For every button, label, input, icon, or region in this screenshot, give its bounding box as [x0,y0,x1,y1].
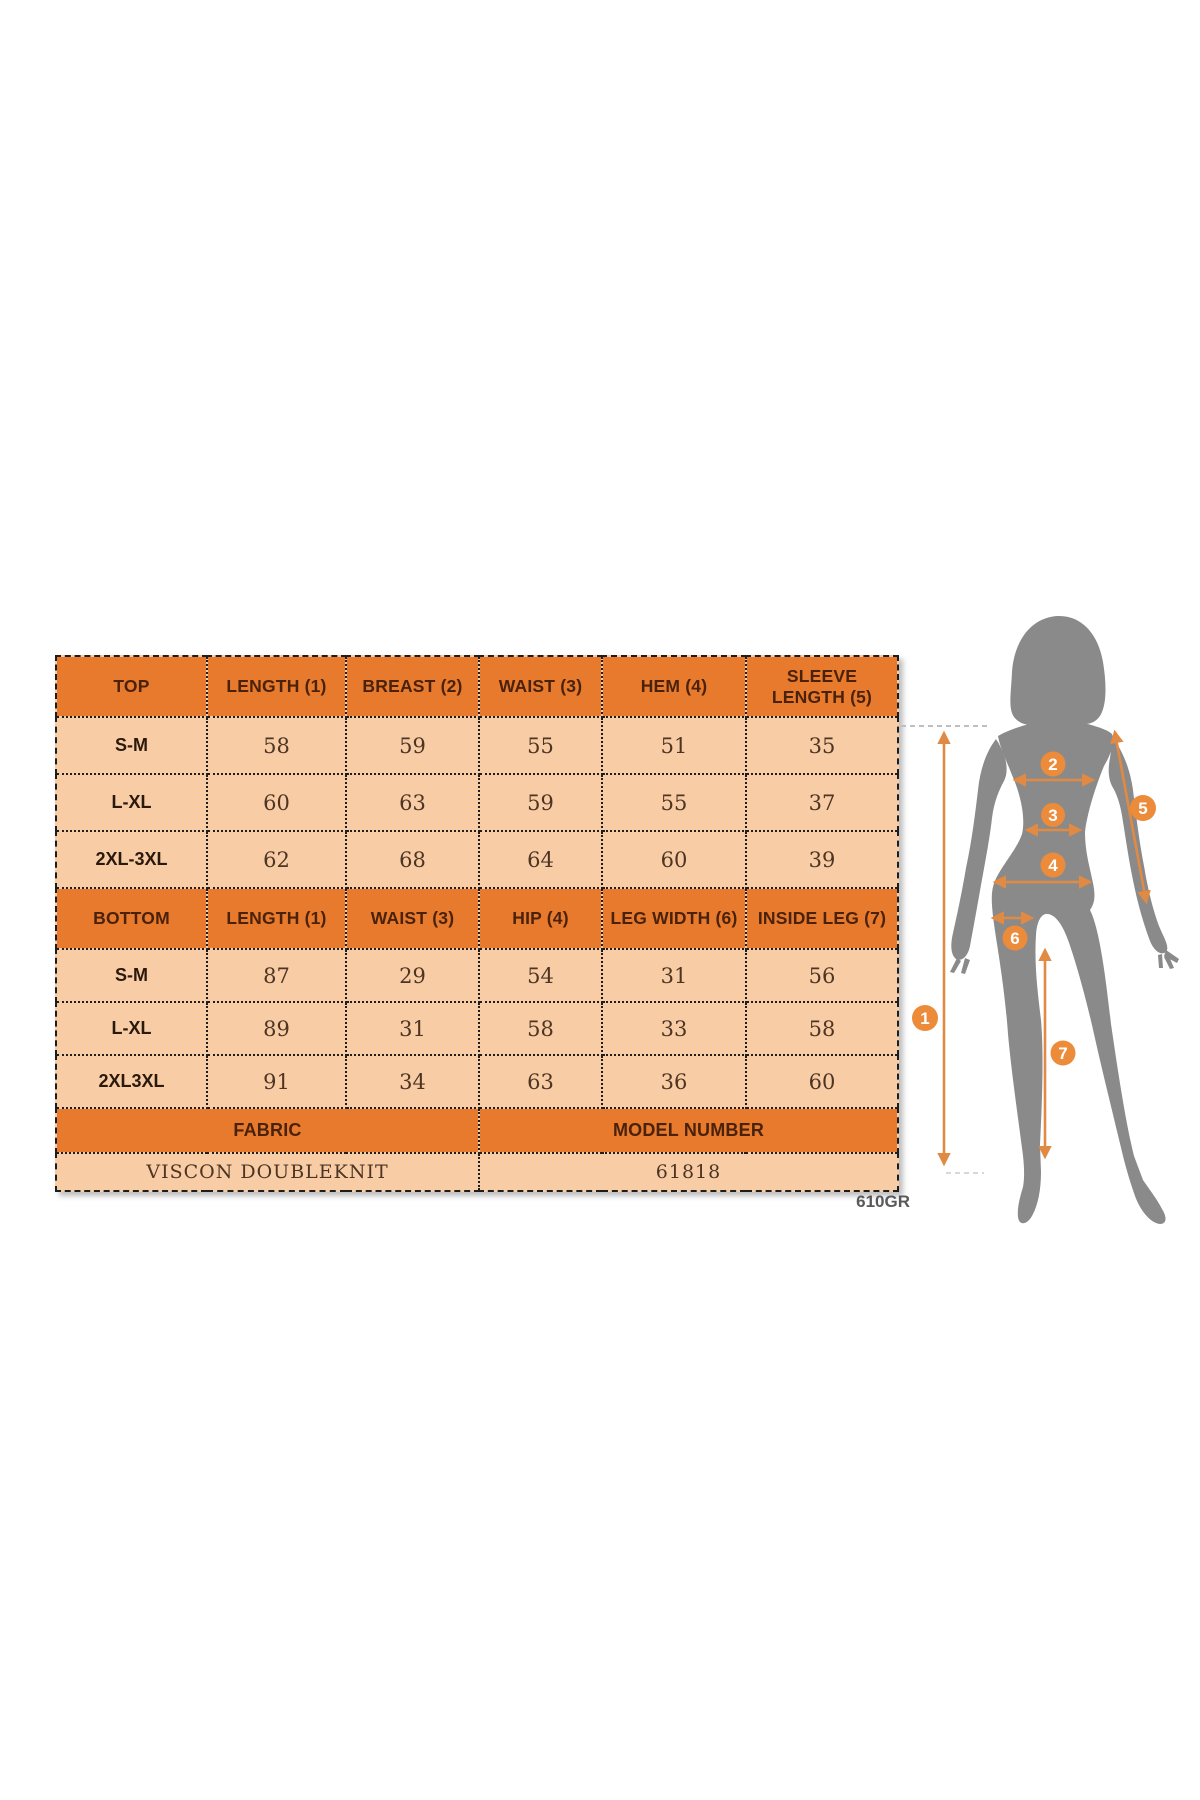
col-header-hip: HIP (4) [478,887,603,950]
size-label: 2XL-3XL [55,830,208,889]
measure-value: 62 [206,830,347,889]
measure-value: 68 [345,830,480,889]
table-row: L-XL 89 31 58 33 58 [55,1001,899,1056]
size-label: L-XL [55,1001,208,1056]
col-header-hem: HEM (4) [601,655,747,718]
table-row: S-M 87 29 54 31 56 [55,948,899,1003]
measurement-figure: 1 2 3 4 5 6 7 [880,600,1200,1260]
measure-value: 55 [601,773,747,832]
marker-5-circle [1130,795,1156,821]
marker-4-number: 4 [1048,856,1058,875]
marker-2-circle [1040,751,1066,777]
measure-value: 64 [478,830,603,889]
marker-6-circle [1002,925,1028,951]
measure-value: 89 [206,1001,347,1056]
col-header-waist: WAIST (3) [478,655,603,718]
size-label: S-M [55,716,208,775]
model-number-value: 61818 [478,1152,899,1192]
marker-4-circle [1040,852,1066,878]
measure-value: 54 [478,948,603,1003]
measure-value: 58 [206,716,347,775]
measure-value: 60 [206,773,347,832]
measure-value: 37 [745,773,899,832]
measure-value: 55 [478,716,603,775]
size-table: TOP LENGTH (1) BREAST (2) WAIST (3) HEM … [55,655,899,1192]
measure-value: 31 [601,948,747,1003]
marker-7-number: 7 [1058,1044,1067,1063]
fabric-model-header-row: FABRIC MODEL NUMBER [55,1107,899,1154]
col-header-length: LENGTH (1) [206,887,347,950]
table-row: 2XL3XL 91 34 63 36 60 [55,1054,899,1109]
col-header-sleeve-length: SLEEVE LENGTH (5) [745,655,899,718]
marker-5-number: 5 [1138,799,1147,818]
col-header-length: LENGTH (1) [206,655,347,718]
top-section-title: TOP [55,655,208,718]
measure-value: 51 [601,716,747,775]
marker-2-number: 2 [1048,755,1057,774]
silhouette-right-hand-fingers [1158,950,1179,969]
measure-value: 63 [345,773,480,832]
measure-value: 31 [345,1001,480,1056]
measure-value: 59 [345,716,480,775]
measure-value: 60 [745,1054,899,1109]
size-label: L-XL [55,773,208,832]
silhouette-head [1010,615,1106,726]
bottom-section-title: BOTTOM [55,887,208,950]
measure-value: 36 [601,1054,747,1109]
col-header-inside-leg: INSIDE LEG (7) [745,887,899,950]
measure-value: 35 [745,716,899,775]
table-row: L-XL 60 63 59 55 37 [55,773,899,832]
col-header-leg-width: LEG WIDTH (6) [601,887,747,950]
measure-value: 58 [745,1001,899,1056]
measure-value: 29 [345,948,480,1003]
measurement-markers: 1 2 3 4 5 6 7 [912,751,1156,1066]
arrow-sleeve-5 [1110,729,1151,905]
measure-value: 39 [745,830,899,889]
marker-3-circle [1041,803,1065,827]
measure-value: 56 [745,948,899,1003]
marker-3-number: 3 [1048,806,1057,825]
measure-value: 58 [478,1001,603,1056]
marker-1-number: 1 [920,1009,929,1028]
article-code: 610GR [856,1192,910,1211]
col-header-breast: BREAST (2) [345,655,480,718]
measure-value: 63 [478,1054,603,1109]
woman-silhouette-graphic [950,615,1179,1224]
model-number-label: MODEL NUMBER [478,1107,899,1154]
fabric-label: FABRIC [55,1107,480,1154]
fabric-model-value-row: VISCON DOUBLEKNIT 61818 [55,1152,899,1192]
silhouette-left-hand-fingers [950,958,970,974]
measure-value: 60 [601,830,747,889]
measure-value: 87 [206,948,347,1003]
silhouette-right-arm [1108,738,1168,954]
silhouette-left-arm [951,739,1007,960]
measure-value: 33 [601,1001,747,1056]
top-header-row: TOP LENGTH (1) BREAST (2) WAIST (3) HEM … [55,655,899,718]
marker-1-circle [912,1005,938,1031]
table-row: 2XL-3XL 62 68 64 60 39 [55,830,899,889]
size-label: 2XL3XL [55,1054,208,1109]
table-row: S-M 58 59 55 51 35 [55,716,899,775]
marker-7-circle [1050,1040,1076,1066]
silhouette-body [991,721,1166,1224]
fabric-value: VISCON DOUBLEKNIT [55,1152,480,1192]
col-header-waist: WAIST (3) [345,887,480,950]
measure-value: 91 [206,1054,347,1109]
size-label: S-M [55,948,208,1003]
marker-6-number: 6 [1010,929,1019,948]
measure-value: 59 [478,773,603,832]
measure-value: 34 [345,1054,480,1109]
bottom-header-row: BOTTOM LENGTH (1) WAIST (3) HIP (4) LEG … [55,887,899,950]
